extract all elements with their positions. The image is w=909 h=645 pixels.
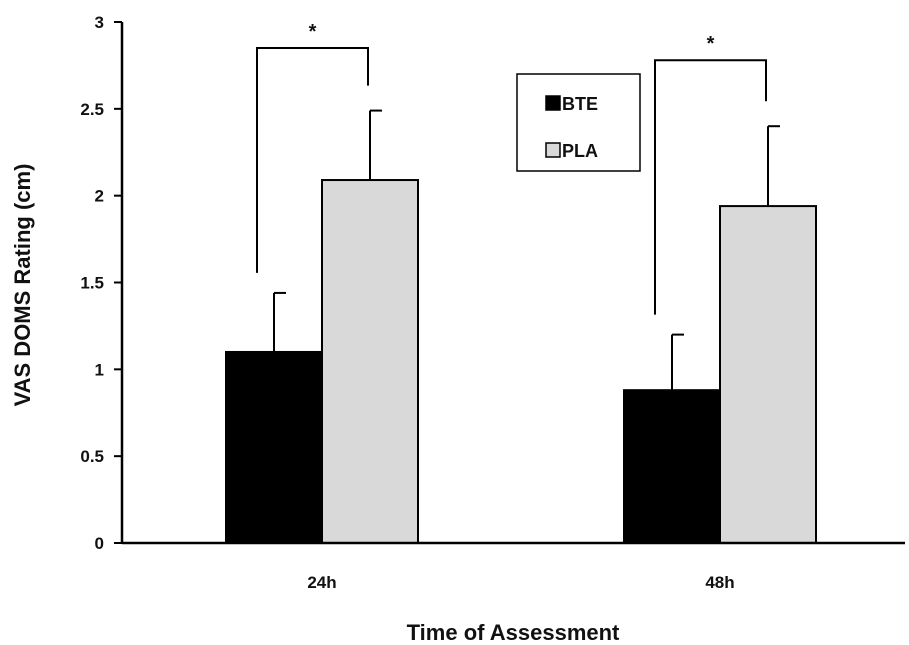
bar-bte-24h — [225, 350, 323, 545]
x-tick-label-24h: 24h — [307, 573, 336, 592]
significance-marker-24h: * — [309, 21, 317, 43]
y-tick-label-0: 0 — [95, 534, 104, 553]
y-tick-label-2: 2 — [95, 187, 104, 206]
error-bars-layer — [273, 109, 780, 391]
y-tick-label-1.5: 1.5 — [80, 274, 104, 293]
x-axis-title: Time of Assessment — [407, 620, 620, 645]
y-tick-label-1: 1 — [95, 360, 104, 379]
y-tick-label-2.5: 2.5 — [80, 100, 104, 119]
legend-label-pla: PLA — [562, 141, 598, 161]
y-axis-title: VAS DOMS Rating (cm) — [10, 164, 35, 407]
significance-bracket-24h — [256, 47, 369, 273]
significance-bracket-48h — [654, 59, 767, 315]
legend-label-bte: BTE — [562, 94, 598, 114]
x-tick-label-48h: 48h — [705, 573, 734, 592]
significance-layer: ** — [256, 21, 767, 315]
axes-layer: 0 0.5 1 1.5 2 2.5 3 24h 48h — [80, 13, 905, 592]
legend: BTE PLA — [516, 73, 641, 172]
bar-bte-48h — [623, 389, 721, 544]
bar-pla-48h — [719, 205, 817, 544]
y-tick-label-3: 3 — [95, 13, 104, 32]
bars-layer — [225, 179, 817, 545]
y-tick-label-0.5: 0.5 — [80, 447, 104, 466]
legend-box — [516, 73, 641, 172]
bar-pla-24h — [321, 179, 419, 545]
significance-marker-48h: * — [707, 33, 715, 55]
legend-swatch-bte — [545, 95, 561, 111]
legend-swatch-pla — [545, 142, 561, 158]
